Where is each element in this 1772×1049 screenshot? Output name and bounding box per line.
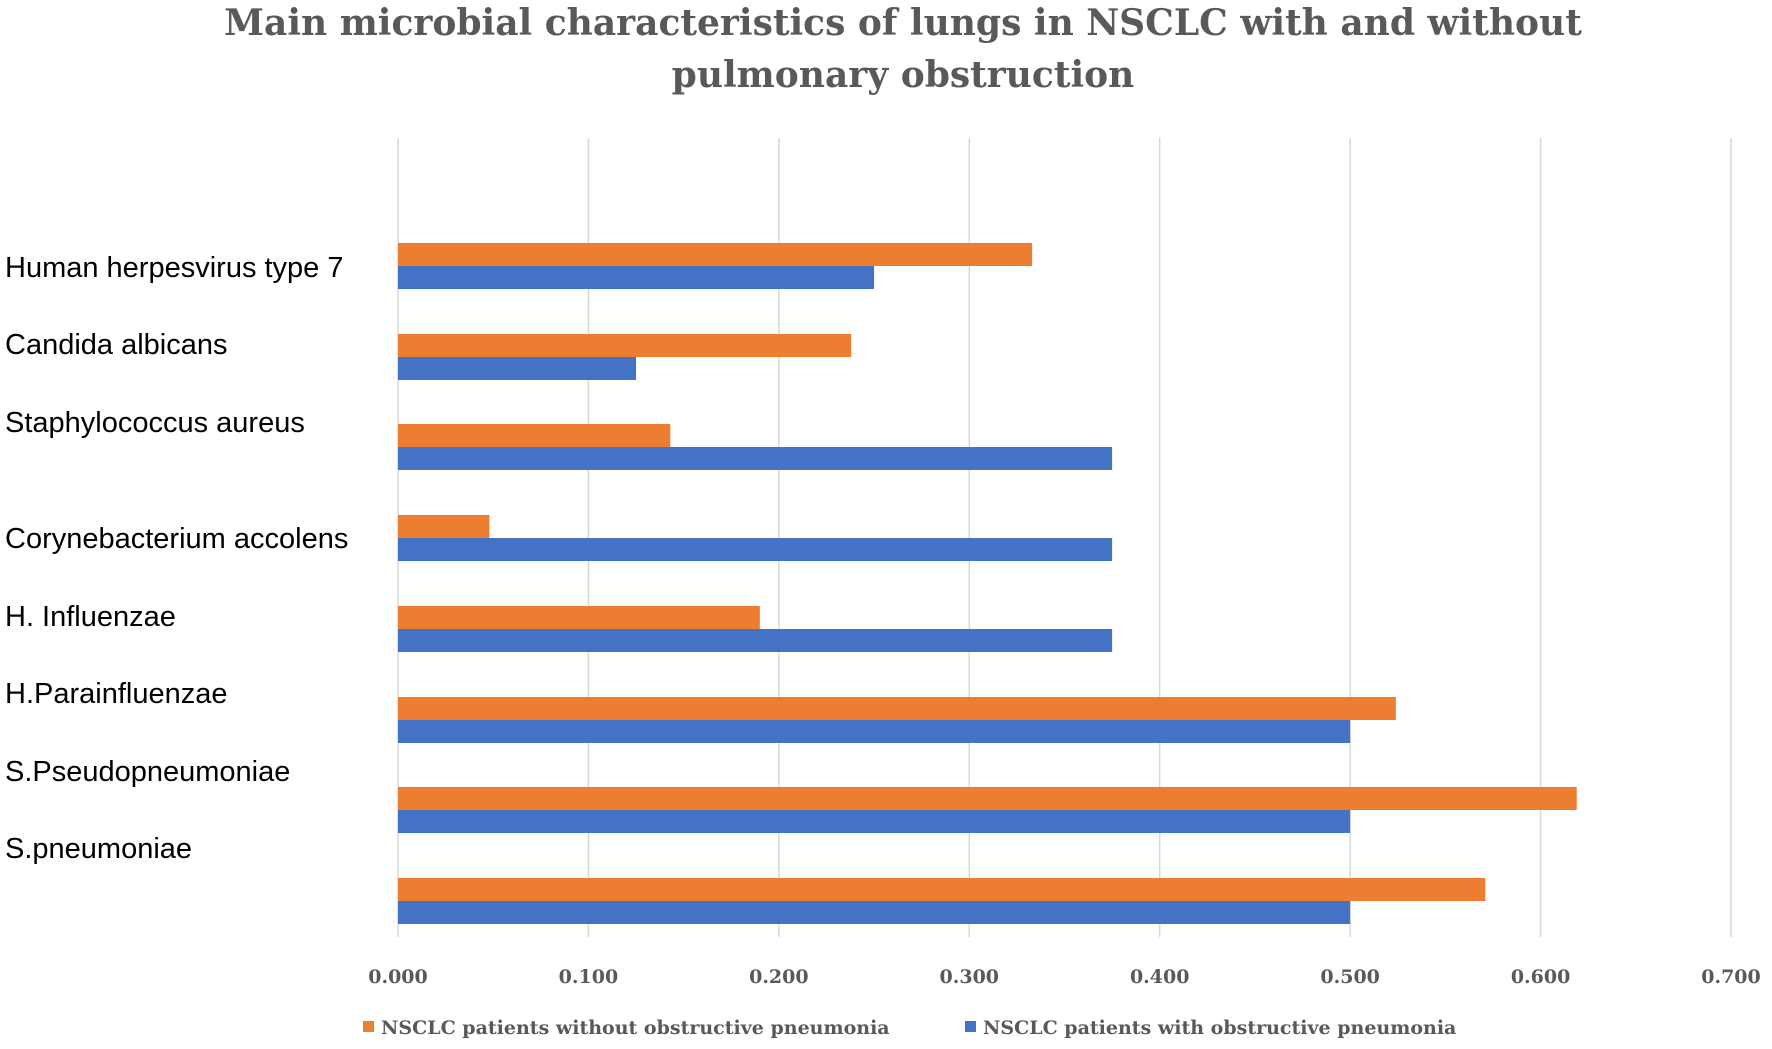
x-tick-label: 0.500	[1320, 966, 1380, 988]
x-tick-label: 0.000	[368, 966, 428, 988]
category-labels: Human herpesvirus type 7 Candida albicans…	[5, 252, 348, 865]
bar-without-obstructive	[398, 787, 1577, 810]
category-label: Candida albicans	[5, 329, 227, 361]
category-label: H.Parainfluenzae	[5, 678, 227, 710]
category-label: Corynebacterium accolens	[5, 523, 348, 555]
bar-with-obstructive	[398, 629, 1113, 652]
category-label: H. Influenzae	[5, 601, 176, 633]
bar-without-obstructive	[398, 878, 1486, 901]
bar-with-obstructive	[398, 357, 637, 380]
category-label: Human herpesvirus type 7	[5, 252, 344, 284]
bar-with-obstructive	[398, 901, 1351, 924]
bar-without-obstructive	[398, 697, 1396, 720]
x-axis-tick-labels: 0.000 0.100 0.200 0.300 0.400 0.500 0.600 0.700	[368, 966, 1761, 988]
legend-label: NSCLC patients without obstructive pneum…	[381, 1017, 890, 1039]
legend-swatch	[965, 1021, 976, 1032]
bar-with-obstructive	[398, 447, 1113, 470]
x-tick-label: 0.400	[1130, 966, 1190, 988]
category-label: Staphylococcus aureus	[5, 407, 305, 439]
bar-without-obstructive	[398, 334, 852, 357]
x-tick-label: 0.700	[1701, 966, 1761, 988]
x-tick-label: 0.300	[940, 966, 1000, 988]
bar-with-obstructive	[398, 720, 1351, 743]
legend-swatch	[363, 1021, 374, 1032]
category-label: S.pneumoniae	[5, 833, 192, 865]
bar-with-obstructive	[398, 266, 875, 289]
legend: NSCLC patients without obstructive pneum…	[363, 1017, 1456, 1039]
bar-without-obstructive	[398, 606, 760, 629]
category-label: S.Pseudopneumoniae	[5, 756, 290, 788]
bar-without-obstructive	[398, 243, 1033, 266]
chart-title-line-2: pulmonary obstruction	[672, 54, 1135, 96]
legend-label: NSCLC patients with obstructive pneumoni…	[983, 1017, 1456, 1039]
bars	[398, 243, 1577, 924]
bar-with-obstructive	[398, 538, 1113, 561]
x-tick-label: 0.600	[1511, 966, 1571, 988]
x-tick-label: 0.100	[559, 966, 619, 988]
bar-with-obstructive	[398, 810, 1351, 833]
x-tick-label: 0.200	[749, 966, 809, 988]
chart-title: Main microbial characteristics of lungs …	[224, 2, 1582, 96]
bar-without-obstructive	[398, 515, 490, 538]
chart-title-line-1: Main microbial characteristics of lungs …	[224, 2, 1582, 44]
bar-without-obstructive	[398, 424, 671, 447]
